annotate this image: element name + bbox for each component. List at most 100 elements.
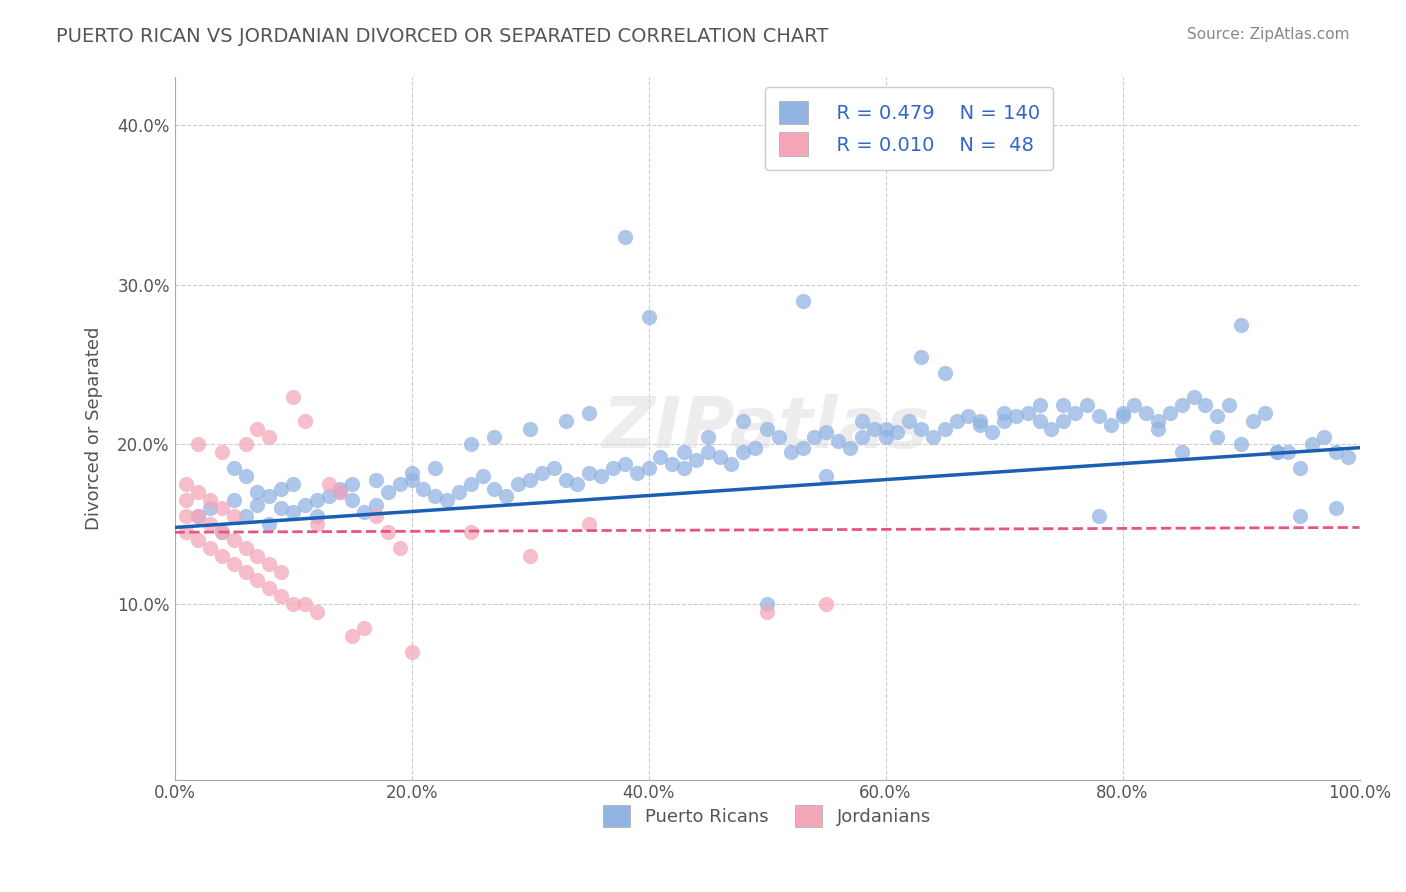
Point [1064,406,1087,420]
Point [259,557,281,571]
Point [401,473,423,487]
Point [235,509,257,524]
Point [554,473,576,487]
Point [198,493,221,508]
Point [198,541,221,556]
Point [1230,318,1253,332]
Point [543,461,565,475]
Point [1052,398,1074,412]
Point [815,469,838,483]
Point [519,549,541,564]
Point [1218,398,1240,412]
Point [1111,409,1133,423]
Point [222,533,245,548]
Point [993,406,1015,420]
Point [1241,413,1264,427]
Point [685,453,707,467]
Point [519,473,541,487]
Point [803,429,825,443]
Point [318,489,340,503]
Point [696,429,718,443]
Point [259,517,281,532]
Point [342,493,364,508]
Point [495,489,517,503]
Point [1324,501,1347,516]
Point [281,504,304,518]
Point [353,621,375,635]
Point [1123,398,1146,412]
Point [176,493,198,508]
Point [1194,398,1216,412]
Point [329,485,352,500]
Point [1277,445,1299,459]
Point [768,429,790,443]
Point [1088,409,1111,423]
Point [591,469,613,483]
Point [673,445,696,459]
Point [388,541,411,556]
Point [259,581,281,595]
Point [246,573,269,587]
Point [294,597,316,611]
Point [1206,409,1229,423]
Legend: Puerto Ricans, Jordanians: Puerto Ricans, Jordanians [596,797,938,834]
Point [756,421,779,435]
Point [187,533,209,548]
Point [211,501,233,516]
Point [222,509,245,524]
Point [709,450,731,465]
Point [851,429,873,443]
Point [1040,421,1063,435]
Point [934,366,956,380]
Point [270,589,292,603]
Point [281,477,304,491]
Point [401,467,423,481]
Point [460,437,482,451]
Point [613,230,636,244]
Point [235,469,257,483]
Point [377,525,399,540]
Point [626,467,648,481]
Point [733,413,755,427]
Point [567,477,589,491]
Point [1099,418,1122,433]
Point [1265,445,1288,459]
Point [637,461,659,475]
Point [1171,398,1194,412]
Point [1052,413,1074,427]
Point [436,493,458,508]
Point [235,437,257,451]
Point [187,485,209,500]
Point [1301,437,1323,451]
Point [1289,509,1312,524]
Point [957,409,980,423]
Point [945,413,967,427]
Point [779,445,801,459]
Point [388,477,411,491]
Point [815,425,838,439]
Point [1313,429,1336,443]
Point [1159,406,1181,420]
Point [934,421,956,435]
Point [187,437,209,451]
Point [198,501,221,516]
Point [484,482,506,496]
Point [875,429,897,443]
Point [222,557,245,571]
Point [329,482,352,496]
Point [1005,409,1028,423]
Point [270,565,292,579]
Point [222,461,245,475]
Point [211,525,233,540]
Point [827,434,849,449]
Point [364,509,387,524]
Point [792,441,814,455]
Point [412,482,434,496]
Point [1135,406,1157,420]
Point [673,461,696,475]
Point [578,467,600,481]
Point [1028,398,1050,412]
Point [235,565,257,579]
Point [447,485,470,500]
Point [246,421,269,435]
